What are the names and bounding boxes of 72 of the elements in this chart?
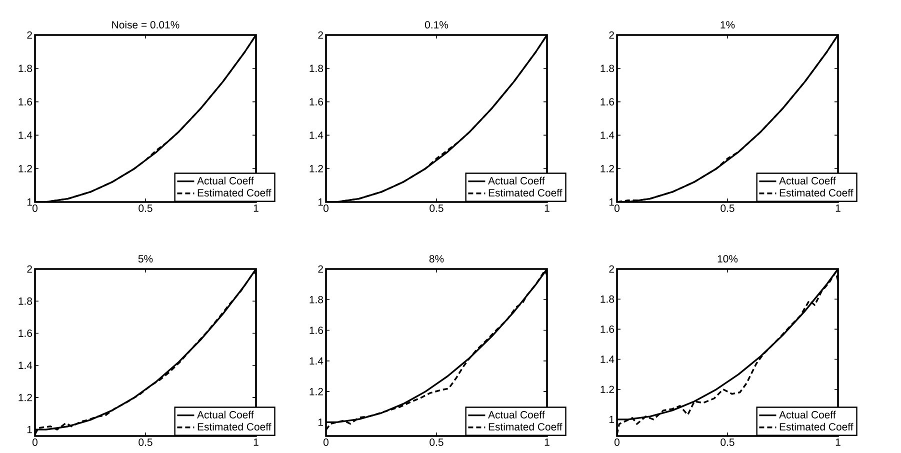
y-tick-label: 1.6 [310, 98, 324, 106]
y-tick-label: 1.8 [18, 297, 32, 305]
x-tick-label: 0.5 [430, 204, 444, 212]
x-tick-label: 0 [324, 204, 328, 212]
x-tick-label: 1 [254, 204, 258, 212]
legend-label: Estimated Coeff [198, 422, 272, 431]
y-tick-label: 1.2 [310, 164, 323, 172]
legend-label: Estimated Coeff [780, 422, 854, 431]
y-tick-label: 1 [27, 426, 32, 434]
y-tick-label: 1.8 [310, 296, 324, 304]
x-tick-label: 1 [836, 438, 840, 446]
x-tick-label: 1 [544, 204, 550, 212]
y-tick-label: 1.8 [18, 64, 32, 72]
chart-title: 1% [720, 21, 735, 28]
legend-label: Actual Coeff [779, 176, 836, 184]
chart-title: 8% [429, 255, 444, 263]
chart-title: Noise = 0.01% [112, 20, 180, 29]
y-tick-label: 1.2 [310, 388, 323, 396]
y-tick-label: 2 [27, 265, 32, 273]
y-tick-label: 1.8 [600, 295, 614, 303]
x-tick-label: 1 [836, 204, 840, 212]
x-tick-label: 0.5 [720, 204, 734, 212]
y-tick-label: 1.2 [600, 164, 614, 172]
y-tick-label: 1.8 [310, 64, 324, 72]
legend-label: Estimated Coeff [198, 188, 272, 197]
y-tick-label: 2 [318, 31, 323, 39]
x-tick-label: 0.5 [138, 438, 152, 446]
legend-label: Actual Coeff [197, 176, 254, 184]
y-tick-label: 1.4 [310, 132, 324, 139]
x-tick-label: 0 [32, 204, 38, 212]
y-tick-label: 1.8 [600, 64, 614, 72]
x-tick-label: 0.5 [720, 438, 734, 446]
legend-label: Actual Coeff [197, 410, 254, 418]
y-tick-label: 1.2 [600, 386, 614, 394]
legend-label: Estimated Coeff [488, 188, 562, 197]
x-tick-label: 0 [32, 438, 38, 446]
x-tick-label: 0.5 [138, 204, 152, 212]
legend-label: Actual Coeff [488, 410, 545, 418]
y-tick-label: 2 [27, 31, 32, 39]
legend-label: Estimated Coeff [488, 422, 562, 431]
legend-label: Actual Coeff [488, 176, 545, 184]
x-tick-label: 0 [614, 204, 620, 212]
y-tick-label: 1.4 [600, 356, 614, 363]
x-tick-label: 0 [614, 438, 620, 446]
x-tick-label: 0 [324, 438, 328, 446]
y-tick-label: 1.4 [18, 132, 32, 139]
y-tick-label: 1.6 [18, 330, 32, 337]
y-tick-label: 1.2 [18, 164, 32, 172]
y-tick-label: 1 [318, 418, 323, 426]
y-tick-label: 1.4 [18, 362, 32, 369]
x-tick-label: 0.5 [430, 438, 444, 446]
y-tick-label: 1 [318, 198, 323, 206]
legend-label: Actual Coeff [779, 410, 836, 418]
y-tick-label: 1.6 [310, 326, 324, 334]
y-tick-label: 2 [318, 265, 323, 273]
x-tick-label: 1 [544, 438, 550, 446]
y-tick-label: 1.6 [600, 325, 614, 333]
y-tick-label: 2 [609, 265, 614, 273]
y-tick-label: 1.6 [600, 98, 614, 106]
y-tick-label: 2 [609, 31, 614, 39]
x-tick-label: 1 [254, 438, 258, 446]
chart-title: 5% [138, 255, 153, 263]
chart-title: 10% [718, 255, 738, 263]
y-tick-label: 1 [609, 198, 614, 206]
y-tick-label: 1 [609, 416, 614, 424]
y-tick-label: 1.2 [18, 394, 32, 402]
y-tick-label: 1.4 [600, 132, 614, 139]
y-tick-label: 1.4 [310, 357, 324, 365]
legend-label: Estimated Coeff [780, 188, 854, 197]
chart-title: 0.1% [424, 21, 448, 29]
y-tick-label: 1.6 [18, 98, 32, 106]
y-tick-label: 1 [27, 198, 32, 206]
